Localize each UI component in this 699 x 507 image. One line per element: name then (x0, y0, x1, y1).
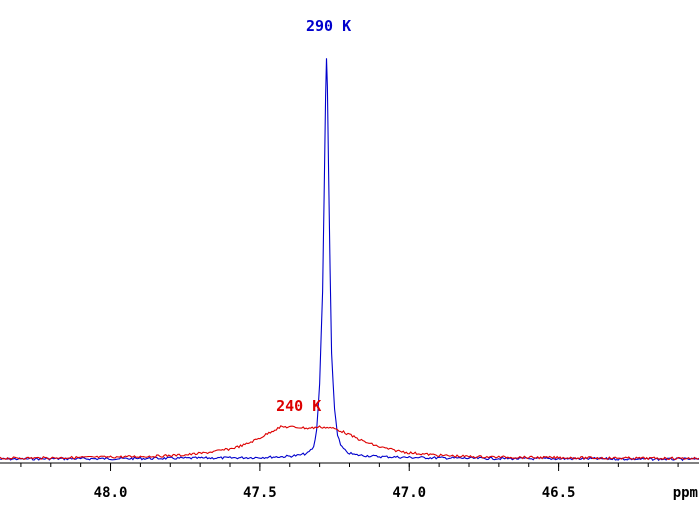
x-axis-ticks: 48.0 47.5 47.0 46.5 (20, 463, 679, 501)
series-line-2 (0, 425, 699, 461)
series-label-1: 290 K (306, 17, 351, 35)
x-tick-label: 46.5 (542, 485, 576, 501)
x-tick-label: 47.5 (243, 485, 277, 501)
x-tick-label: 48.0 (94, 485, 128, 501)
x-tick-label: 47.0 (392, 485, 426, 501)
series-layer: 290 K 240 K (0, 17, 699, 462)
x-axis-unit-label: ppm (673, 485, 698, 501)
series-line-1 (0, 58, 699, 462)
series-label-2: 240 K (276, 397, 321, 415)
